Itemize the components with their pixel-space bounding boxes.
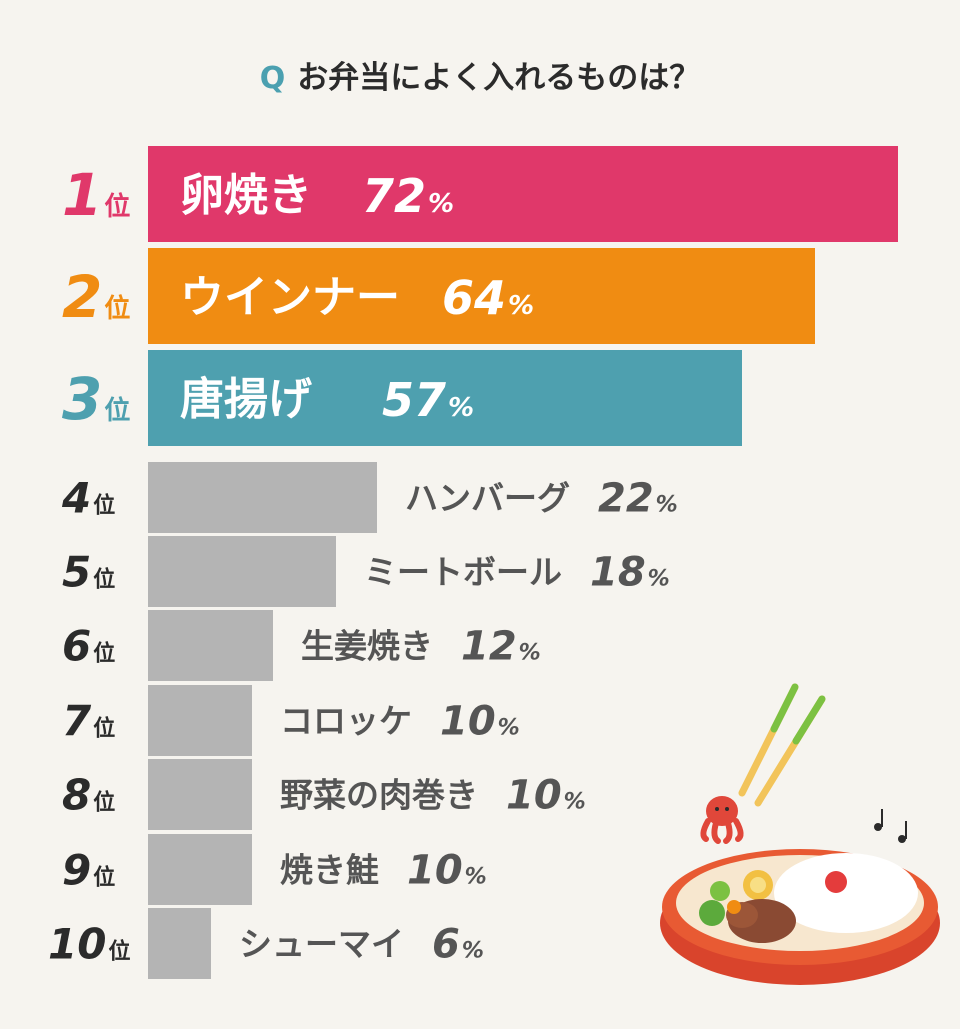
- bar-label: ミートボール: [364, 553, 562, 592]
- rank-suffix: 位: [104, 395, 130, 426]
- value-number: 72: [362, 169, 426, 223]
- question-text: お弁当によく入れるものは？: [297, 60, 701, 96]
- rank-number: 10: [48, 920, 106, 969]
- rank-suffix: 位: [93, 493, 115, 519]
- bar-rank-4: [148, 462, 377, 533]
- rank-suffix: 位: [104, 293, 130, 324]
- bar-label: 卵焼き: [180, 170, 312, 221]
- rank-label: 6位: [62, 622, 115, 671]
- value-label: 22%: [598, 476, 678, 522]
- rank-suffix: 位: [93, 790, 115, 816]
- bar-label: コロッケ: [280, 702, 412, 741]
- value-label: 12%: [461, 624, 541, 670]
- rank-label: 1位: [62, 161, 130, 229]
- octopus-sausage-icon: [700, 796, 744, 844]
- rank-suffix: 位: [93, 641, 115, 667]
- bar-label: 野菜の肉巻き: [280, 776, 478, 815]
- percent-sign: %: [462, 939, 484, 964]
- bar-rank-9: [148, 834, 252, 905]
- percent-sign: %: [656, 493, 678, 518]
- rank-number: 9: [62, 846, 91, 895]
- rank-number: 6: [62, 622, 91, 671]
- bar-label: 生姜焼き: [301, 627, 433, 666]
- value-number: 10: [440, 699, 496, 745]
- rank-number: 7: [62, 697, 92, 746]
- value-label: 10%: [506, 773, 586, 819]
- value-number: 10: [407, 848, 463, 894]
- percent-sign: %: [564, 790, 586, 815]
- value-number: 57: [382, 373, 446, 427]
- value-number: 6: [432, 922, 460, 968]
- rank-number: 8: [62, 771, 91, 820]
- bar-label: シューマイ: [239, 925, 404, 964]
- rank-number: 1: [62, 161, 102, 229]
- rank-label: 3位: [62, 365, 130, 433]
- rank-suffix: 位: [108, 939, 130, 965]
- rank-number: 2: [62, 263, 102, 331]
- rank-label: 7位: [62, 697, 115, 746]
- value-label: 64%: [442, 271, 534, 325]
- rank-number: 5: [62, 548, 91, 597]
- value-label: 72%: [362, 169, 454, 223]
- bento-box-illustration: [660, 683, 940, 985]
- bar-rank-2: [148, 248, 815, 344]
- bar-label: ウインナー: [180, 272, 400, 323]
- bar-label: 唐揚げ: [180, 374, 312, 425]
- bar-label: ハンバーグ: [405, 479, 570, 518]
- percent-sign: %: [428, 189, 454, 219]
- value-number: 10: [506, 773, 562, 819]
- rank-label: 8位: [62, 771, 115, 820]
- value-label: 57%: [382, 373, 474, 427]
- rank-number: 4: [61, 474, 91, 523]
- bar-rank-1: [148, 146, 898, 242]
- bar-rank-3: [148, 350, 742, 446]
- rank-number: 3: [62, 365, 102, 433]
- percent-sign: %: [508, 291, 534, 321]
- rank-label: 5位: [62, 548, 115, 597]
- value-number: 64: [442, 271, 506, 325]
- music-note-icon: [874, 809, 907, 843]
- rank-label: 4位: [61, 474, 115, 523]
- bar-rank-8: [148, 759, 252, 830]
- bar-rank-5: [148, 536, 336, 607]
- percent-sign: %: [648, 567, 670, 592]
- bento-box-icon: [660, 849, 940, 985]
- value-label: 10%: [407, 848, 487, 894]
- value-number: 18: [590, 550, 646, 596]
- bar-rank-6: [148, 610, 273, 681]
- percent-sign: %: [498, 716, 520, 741]
- rank-suffix: 位: [93, 567, 115, 593]
- percent-sign: %: [465, 865, 487, 890]
- rank-label: 9位: [62, 846, 115, 895]
- rank-suffix: 位: [93, 865, 115, 891]
- rank-label: 10位: [48, 920, 130, 969]
- bar-rank-7: [148, 685, 252, 756]
- chopsticks-icon: [738, 683, 826, 807]
- chart-title: Q お弁当によく入れるものは？: [0, 52, 960, 97]
- bar-rank-10: [148, 908, 211, 979]
- value-label: 6%: [432, 922, 484, 968]
- rank-suffix: 位: [104, 191, 130, 222]
- value-label: 10%: [440, 699, 520, 745]
- bar-label: 焼き鮭: [280, 851, 379, 890]
- value-number: 22: [598, 476, 654, 522]
- value-number: 12: [461, 624, 517, 670]
- rank-suffix: 位: [93, 716, 115, 742]
- question-mark-label: Q: [259, 61, 286, 96]
- rank-label: 2位: [62, 263, 130, 331]
- percent-sign: %: [448, 393, 474, 423]
- value-label: 18%: [590, 550, 670, 596]
- percent-sign: %: [519, 641, 541, 666]
